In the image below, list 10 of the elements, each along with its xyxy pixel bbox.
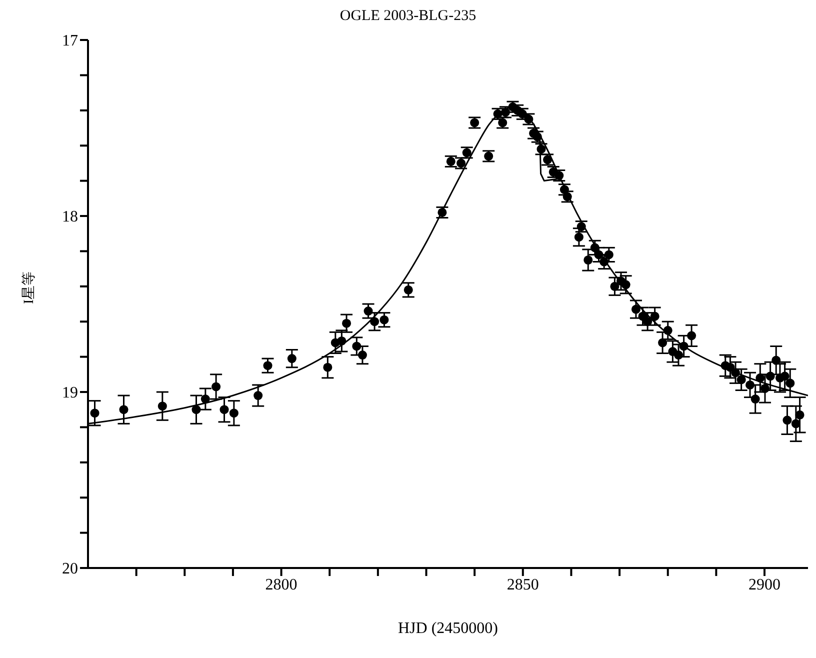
x-tick-label: 2800 <box>265 576 298 594</box>
x-tick-label: 2850 <box>506 576 539 594</box>
y-tick-label: 19 <box>62 384 78 402</box>
x-tick-label: 2900 <box>748 576 781 594</box>
y-axis-title: I星等 <box>20 271 37 304</box>
x-axis-title: HJD (2450000) <box>398 620 498 637</box>
y-tick-label: 20 <box>62 560 78 578</box>
y-tick-label: 18 <box>62 208 78 226</box>
y-tick-label: 17 <box>62 32 78 50</box>
chart-title: OGLE 2003-BLG-235 <box>338 8 478 26</box>
